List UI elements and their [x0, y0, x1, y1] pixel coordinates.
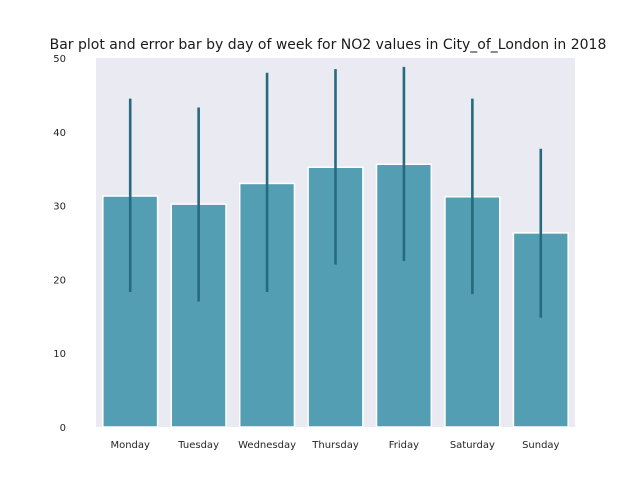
y-tick-label: 30 — [53, 202, 66, 213]
bar-saturday — [444, 195, 501, 428]
x-tick-label: Sunday — [522, 440, 559, 451]
error-bars-group — [128, 66, 543, 318]
x-axis-ticks: Monday Tuesday Wednesday Thursday Friday Satu… — [110, 440, 559, 451]
x-tick-label: Tuesday — [177, 440, 219, 451]
y-tick-label: 10 — [53, 349, 66, 360]
x-tick-label: Thursday — [311, 440, 359, 451]
x-tick-label: Saturday — [450, 440, 495, 451]
y-tick-label: 20 — [53, 275, 66, 286]
chart-title: Bar plot and error bar by day of week fo… — [50, 37, 607, 53]
bar-thursday — [307, 166, 364, 428]
x-tick-label: Monday — [110, 440, 150, 451]
y-tick-label: 40 — [53, 128, 66, 139]
bars-group — [102, 163, 569, 428]
x-tick-label: Wednesday — [238, 440, 296, 451]
x-tick-label: Friday — [389, 440, 419, 451]
y-axis-ticks: 0 10 20 30 40 50 — [53, 54, 66, 434]
y-tick-label: 50 — [53, 54, 66, 65]
y-tick-label: 0 — [60, 423, 66, 434]
